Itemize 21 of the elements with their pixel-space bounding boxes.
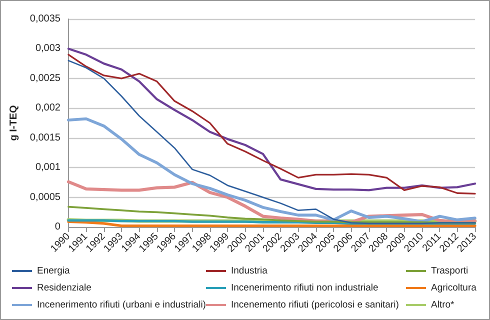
legend-label: Energia: [37, 266, 70, 276]
y-tick-label: 0,0015: [30, 132, 61, 144]
legend-label: Altro*: [431, 300, 455, 310]
y-tick-label: 0,0005: [30, 192, 61, 203]
y-tick-label: 0,003: [35, 43, 61, 54]
line-series: [68, 206, 476, 224]
legend-label: Incenerimento rifiuti (urbani e industriali): [37, 300, 206, 310]
legend-label: Incenemento rifiuti (pericolosi e sanitari): [231, 300, 399, 310]
y-tick-label: 0,002: [35, 102, 61, 114]
y-axis-title: g I-TEQ: [8, 105, 20, 141]
y-tick-label: 0: [54, 222, 61, 232]
y-tick-label: 0,0035: [30, 14, 61, 24]
legend-label: Industria: [231, 266, 268, 276]
legend-label: Residenziale: [37, 282, 92, 294]
line-series: [68, 60, 476, 224]
y-tick-label: 0,001: [35, 162, 61, 174]
y-tick-label: 0,0025: [30, 72, 61, 84]
legend-label: Trasporti: [431, 266, 468, 276]
line-series: [67, 117, 476, 224]
legend-label: Incenerimento rifiuti non industriale: [231, 282, 378, 294]
legend-label: Agricoltura: [431, 282, 478, 294]
